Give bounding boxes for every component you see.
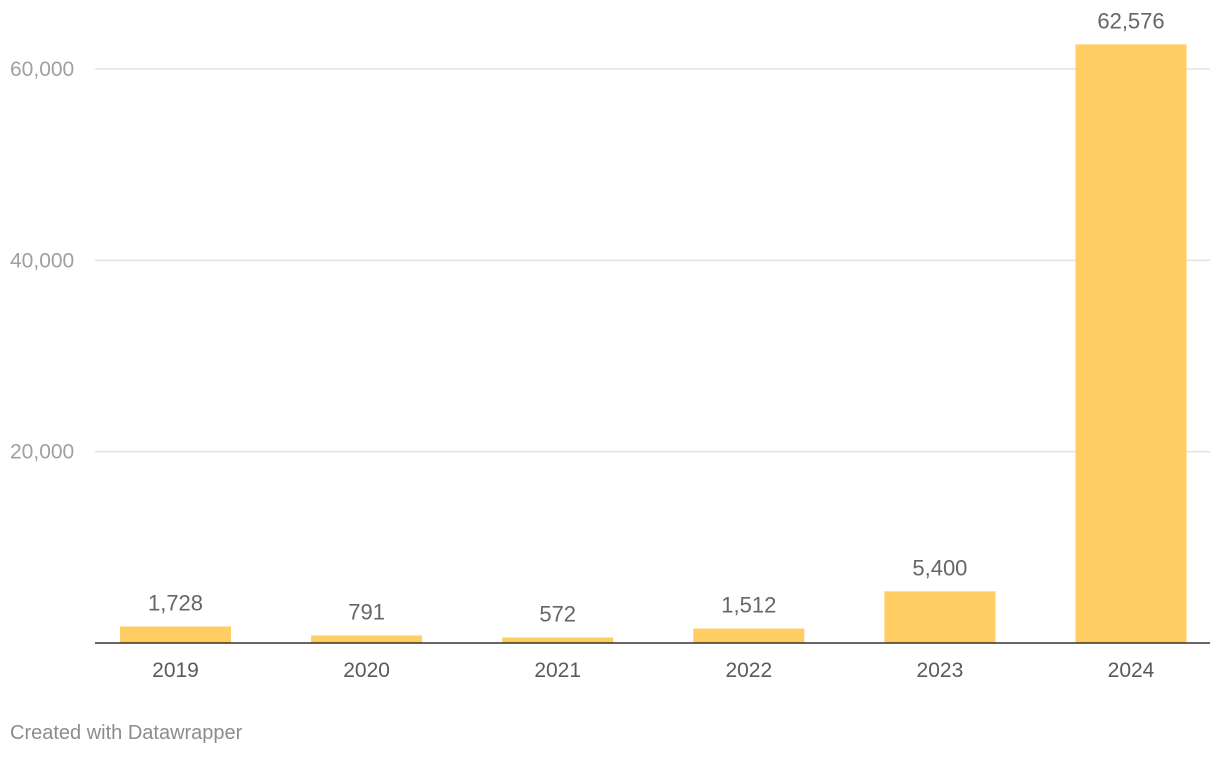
- x-tick-label: 2022: [725, 659, 772, 682]
- bar-2024: [1075, 44, 1187, 644]
- bars: [120, 44, 1187, 644]
- data-label-2024: 62,576: [1097, 8, 1164, 33]
- bar-2019: [120, 626, 231, 643]
- x-axis: 2019 2020 2021 2022 2023 2024: [95, 642, 1210, 682]
- data-label-2020: 791: [348, 599, 385, 624]
- y-gridlines: 20,000 40,000 60,000: [10, 58, 1210, 464]
- x-tick-label: 2020: [343, 659, 390, 682]
- x-tick-label: 2019: [152, 659, 199, 682]
- bar-2021: [502, 637, 614, 643]
- x-tick-label: 2023: [917, 659, 964, 682]
- y-tick-label: 40,000: [10, 249, 74, 272]
- data-labels: 1,728 791 572 1,512 5,400 62,576: [148, 8, 1165, 626]
- y-tick-label: 60,000: [10, 58, 74, 81]
- bar-chart: 20,000 40,000 60,000 1,728 791 572 1,512 5,400…: [10, 8, 1210, 682]
- data-label-2021: 572: [539, 602, 576, 627]
- x-tick-label: 2021: [534, 659, 581, 682]
- x-tick-label: 2024: [1108, 659, 1155, 682]
- data-label-2023: 5,400: [912, 555, 967, 580]
- data-label-2022: 1,512: [721, 593, 776, 618]
- bar-2020: [311, 635, 423, 643]
- datawrapper-credit: Created with Datawrapper: [10, 722, 243, 744]
- data-label-2019: 1,728: [148, 590, 203, 615]
- y-tick-label: 20,000: [10, 441, 74, 464]
- bar-2023: [884, 591, 996, 643]
- bar-2022: [693, 628, 805, 643]
